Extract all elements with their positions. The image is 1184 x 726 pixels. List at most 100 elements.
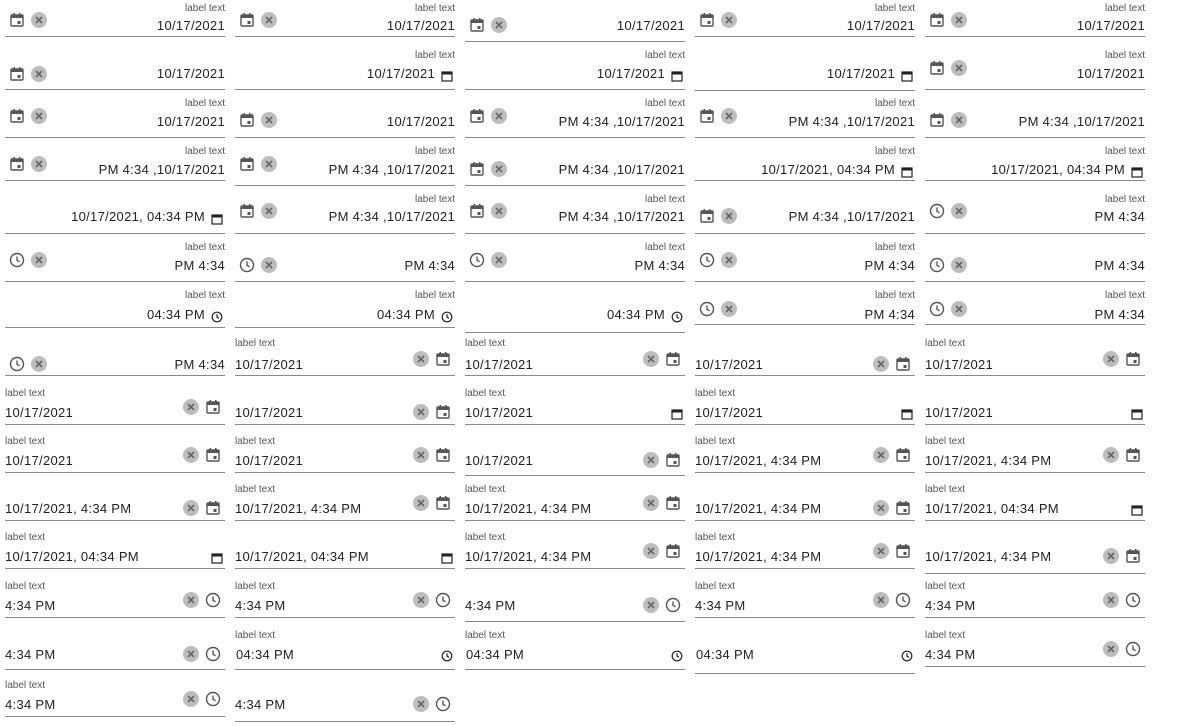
field-value[interactable]: 10/17/2021, 04:34 PM [5, 549, 139, 564]
date-time-field[interactable]: label text PM 4:34 [925, 288, 1145, 325]
field-value[interactable]: 4:34 PM [5, 697, 56, 712]
date-time-field[interactable]: label text 4:34 PM [925, 628, 1145, 667]
field-value[interactable]: 10/17/2021, 4:34 PM [695, 453, 822, 468]
date-time-field[interactable]: label text 10/17/2021 [465, 48, 685, 90]
clock-icon[interactable] [929, 257, 945, 273]
clear-icon[interactable] [721, 208, 737, 224]
field-value[interactable]: 4:34 PM [5, 598, 56, 613]
field-value[interactable]: PM 4:34 [1094, 307, 1145, 322]
field-value[interactable]: 10/17/2021 [5, 405, 74, 420]
clock-icon[interactable] [665, 597, 681, 613]
clear-icon[interactable] [873, 356, 889, 372]
clock-icon[interactable] [929, 301, 945, 317]
field-value[interactable]: PM 4:34 [174, 258, 225, 273]
date-time-field[interactable]: PM 4:34 ,10/17/2021 [465, 144, 685, 186]
clear-icon[interactable] [413, 404, 429, 420]
clock-icon[interactable] [205, 646, 221, 662]
field-value[interactable]: 10/17/2021, 04:34 PM [235, 549, 369, 564]
calendar-icon[interactable] [699, 108, 715, 124]
clock-icon[interactable] [205, 691, 221, 707]
clear-icon[interactable] [413, 351, 429, 367]
field-value[interactable]: PM 4:34 [864, 258, 915, 273]
field-value[interactable]: 10/17/2021, 4:34 PM [465, 501, 592, 516]
date-time-field[interactable]: 10/17/2021 [695, 336, 915, 376]
field-value[interactable]: 04:34 PM [146, 307, 205, 322]
calendar-icon[interactable] [469, 17, 485, 33]
field-value[interactable]: 04:34 PM [376, 307, 435, 322]
clear-icon[interactable] [261, 156, 277, 172]
field-value[interactable]: 10/17/2021, 4:34 PM [5, 501, 132, 516]
native-clock-icon[interactable] [669, 648, 685, 664]
date-time-field[interactable]: label text 10/17/2021 [925, 0, 1145, 37]
field-value[interactable]: 10/17/2021 [846, 18, 915, 33]
date-time-field[interactable]: label text PM 4:34 ,10/17/2021 [235, 192, 455, 234]
field-value[interactable]: PM 4:34 [174, 357, 225, 372]
field-value[interactable]: PM 4:34 ,10/17/2021 [328, 209, 455, 224]
field-value[interactable]: 10/17/2021 [366, 66, 435, 81]
native-clock-icon[interactable] [669, 309, 685, 325]
clock-icon[interactable] [9, 252, 25, 268]
clear-icon[interactable] [951, 203, 967, 219]
date-time-field[interactable]: label text 04:34 PM [235, 628, 455, 670]
clear-icon[interactable] [491, 108, 507, 124]
calendar-icon[interactable] [435, 351, 451, 367]
date-time-field[interactable]: label text 4:34 PM [235, 579, 455, 618]
clear-icon[interactable] [261, 257, 277, 273]
field-value[interactable]: 10/17/2021, 4:34 PM [235, 501, 362, 516]
field-value[interactable]: 10/17/2021 [596, 66, 665, 81]
calendar-icon[interactable] [205, 447, 221, 463]
date-time-field[interactable]: label text 10/17/2021 [235, 434, 455, 473]
clear-icon[interactable] [183, 500, 199, 516]
calendar-icon[interactable] [239, 203, 255, 219]
calendar-icon[interactable] [435, 404, 451, 420]
clear-icon[interactable] [31, 66, 47, 82]
calendar-icon[interactable] [239, 12, 255, 28]
clear-icon[interactable] [31, 108, 47, 124]
field-value[interactable]: 10/17/2021 [925, 357, 994, 372]
field-value[interactable]: 10/17/2021 [156, 66, 225, 81]
calendar-icon[interactable] [9, 156, 25, 172]
calendar-icon[interactable] [895, 356, 911, 372]
field-value[interactable]: 10/17/2021 [616, 18, 685, 33]
field-value[interactable]: 4:34 PM [235, 697, 286, 712]
calendar-icon[interactable] [1125, 351, 1141, 367]
field-value[interactable]: 10/17/2021 [695, 357, 764, 372]
date-time-field[interactable]: label text 10/17/2021 [925, 336, 1145, 376]
date-time-field[interactable]: 10/17/2021 [235, 96, 455, 138]
clear-icon[interactable] [643, 597, 659, 613]
native-calendar-icon[interactable] [209, 211, 225, 227]
date-time-field[interactable]: label text 10/17/2021, 4:34 PM [235, 482, 455, 521]
field-value[interactable]: 10/17/2021 [156, 114, 225, 129]
clear-icon[interactable] [413, 447, 429, 463]
calendar-icon[interactable] [239, 156, 255, 172]
field-value[interactable]: 10/17/2021 [1076, 66, 1145, 81]
clear-icon[interactable] [643, 452, 659, 468]
calendar-icon[interactable] [9, 108, 25, 124]
calendar-icon[interactable] [469, 108, 485, 124]
field-value[interactable]: PM 4:34 ,10/17/2021 [558, 209, 685, 224]
clear-icon[interactable] [491, 17, 507, 33]
clear-icon[interactable] [183, 646, 199, 662]
date-time-field[interactable]: 10/17/2021, 4:34 PM [5, 482, 225, 521]
clear-icon[interactable] [183, 399, 199, 415]
date-time-field[interactable]: label text PM 4:34 ,10/17/2021 [465, 192, 685, 234]
field-value[interactable]: 4:34 PM [695, 598, 746, 613]
calendar-icon[interactable] [665, 543, 681, 559]
clear-icon[interactable] [1103, 548, 1119, 564]
date-time-field[interactable]: label text 04:34 PM [235, 288, 455, 328]
native-calendar-icon[interactable] [899, 406, 915, 422]
date-time-field[interactable]: label text 10/17/2021, 4:34 PM [925, 434, 1145, 473]
native-clock-icon[interactable] [209, 309, 225, 325]
date-time-field[interactable]: 10/17/2021 [925, 386, 1145, 425]
field-value[interactable]: PM 4:34 [864, 307, 915, 322]
field-value[interactable]: 10/17/2021, 04:34 PM [761, 162, 895, 177]
clear-icon[interactable] [183, 592, 199, 608]
date-time-field[interactable]: label text 4:34 PM [5, 678, 225, 717]
field-value[interactable]: 10/17/2021, 04:34 PM [991, 162, 1125, 177]
date-time-field[interactable]: 10/17/2021 [465, 0, 685, 42]
clear-icon[interactable] [951, 112, 967, 128]
native-calendar-icon[interactable] [669, 406, 685, 422]
date-time-field[interactable]: label text 10/17/2021, 04:34 PM [925, 144, 1145, 181]
date-time-field[interactable]: label text 10/17/2021 [235, 336, 455, 376]
field-value[interactable]: 4:34 PM [465, 598, 516, 613]
